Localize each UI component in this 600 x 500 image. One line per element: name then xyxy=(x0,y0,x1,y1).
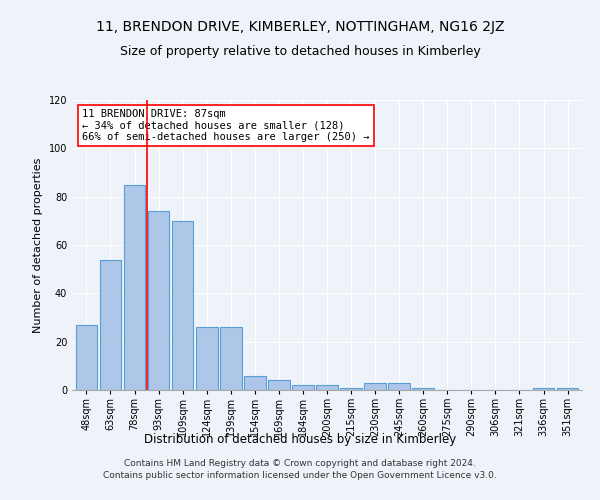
Bar xyxy=(557,388,578,390)
Bar xyxy=(340,388,362,390)
Bar xyxy=(533,388,554,390)
Bar xyxy=(148,211,169,390)
Bar xyxy=(364,383,386,390)
Bar xyxy=(316,385,338,390)
Y-axis label: Number of detached properties: Number of detached properties xyxy=(33,158,43,332)
Bar xyxy=(220,327,242,390)
Text: Contains HM Land Registry data © Crown copyright and database right 2024.
Contai: Contains HM Land Registry data © Crown c… xyxy=(103,458,497,480)
Text: 11, BRENDON DRIVE, KIMBERLEY, NOTTINGHAM, NG16 2JZ: 11, BRENDON DRIVE, KIMBERLEY, NOTTINGHAM… xyxy=(96,20,504,34)
Bar xyxy=(124,184,145,390)
Bar xyxy=(76,325,97,390)
Text: Distribution of detached houses by size in Kimberley: Distribution of detached houses by size … xyxy=(144,432,456,446)
Bar xyxy=(268,380,290,390)
Bar xyxy=(100,260,121,390)
Text: Size of property relative to detached houses in Kimberley: Size of property relative to detached ho… xyxy=(119,45,481,58)
Text: 11 BRENDON DRIVE: 87sqm
← 34% of detached houses are smaller (128)
66% of semi-d: 11 BRENDON DRIVE: 87sqm ← 34% of detache… xyxy=(82,108,370,142)
Bar xyxy=(292,385,314,390)
Bar xyxy=(388,383,410,390)
Bar xyxy=(172,221,193,390)
Bar xyxy=(244,376,266,390)
Bar xyxy=(196,327,218,390)
Bar xyxy=(412,388,434,390)
